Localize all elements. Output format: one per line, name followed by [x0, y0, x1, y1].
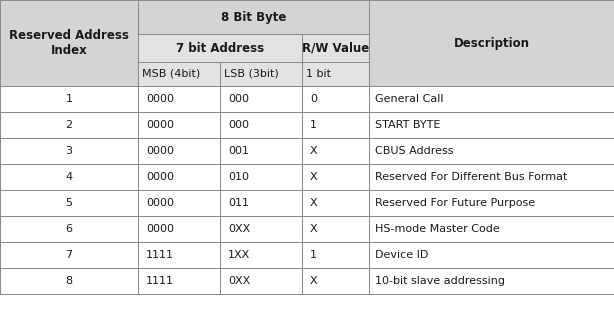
Text: X: X: [310, 172, 317, 182]
Bar: [0, 86, 138, 112]
Bar: [138, 268, 220, 294]
Text: 0000: 0000: [146, 146, 174, 156]
Text: 7 bit Address: 7 bit Address: [176, 41, 264, 55]
Bar: [369, 164, 614, 190]
Text: 0XX: 0XX: [228, 224, 251, 234]
Bar: [138, 216, 220, 242]
Text: 3: 3: [66, 146, 72, 156]
Bar: [369, 112, 614, 138]
Text: 0000: 0000: [146, 224, 174, 234]
Text: START BYTE: START BYTE: [375, 120, 440, 130]
Bar: [138, 190, 220, 216]
Bar: [138, 112, 220, 138]
Bar: [220, 268, 302, 294]
Bar: [220, 164, 302, 190]
Bar: [369, 190, 614, 216]
Bar: [369, 268, 614, 294]
Text: Description: Description: [454, 37, 529, 49]
Text: Device ID: Device ID: [375, 250, 429, 260]
Bar: [302, 112, 369, 138]
Bar: [302, 62, 369, 86]
Text: 2: 2: [66, 120, 72, 130]
Bar: [302, 164, 369, 190]
Text: 4: 4: [66, 172, 72, 182]
Text: X: X: [310, 276, 317, 286]
Bar: [302, 138, 369, 164]
Text: 001: 001: [228, 146, 249, 156]
Text: 011: 011: [228, 198, 249, 208]
Text: 0000: 0000: [146, 198, 174, 208]
Bar: [302, 242, 369, 268]
Text: 0XX: 0XX: [228, 276, 251, 286]
Text: CBUS Address: CBUS Address: [375, 146, 454, 156]
Bar: [0, 112, 138, 138]
Bar: [302, 268, 369, 294]
Text: 8: 8: [66, 276, 72, 286]
Text: General Call: General Call: [375, 94, 443, 104]
Bar: [0, 138, 138, 164]
Bar: [138, 34, 302, 62]
Bar: [302, 190, 369, 216]
Text: 1XX: 1XX: [228, 250, 251, 260]
Text: 1111: 1111: [146, 276, 174, 286]
Text: 7: 7: [66, 250, 72, 260]
Text: LSB (3bit): LSB (3bit): [224, 69, 279, 79]
Text: 000: 000: [228, 120, 249, 130]
Text: 0000: 0000: [146, 120, 174, 130]
Text: X: X: [310, 146, 317, 156]
Bar: [0, 0, 138, 86]
Bar: [0, 242, 138, 268]
Bar: [220, 138, 302, 164]
Bar: [369, 138, 614, 164]
Bar: [0, 164, 138, 190]
Text: 10-bit slave addressing: 10-bit slave addressing: [375, 276, 505, 286]
Text: X: X: [310, 198, 317, 208]
Text: MSB (4bit): MSB (4bit): [142, 69, 200, 79]
Text: 1: 1: [310, 250, 317, 260]
Bar: [0, 216, 138, 242]
Bar: [369, 86, 614, 112]
Text: 8 Bit Byte: 8 Bit Byte: [221, 11, 286, 23]
Text: HS-mode Master Code: HS-mode Master Code: [375, 224, 500, 234]
Text: X: X: [310, 224, 317, 234]
Bar: [220, 62, 302, 86]
Text: 1: 1: [310, 120, 317, 130]
Text: 0000: 0000: [146, 94, 174, 104]
Bar: [138, 242, 220, 268]
Text: 5: 5: [66, 198, 72, 208]
Bar: [302, 34, 369, 62]
Bar: [220, 216, 302, 242]
Text: 1111: 1111: [146, 250, 174, 260]
Text: 1 bit: 1 bit: [306, 69, 331, 79]
Bar: [220, 86, 302, 112]
Bar: [220, 190, 302, 216]
Text: R/W Value: R/W Value: [302, 41, 369, 55]
Bar: [138, 138, 220, 164]
Text: 1: 1: [66, 94, 72, 104]
Bar: [0, 190, 138, 216]
Bar: [369, 0, 614, 86]
Text: Reserved Address
Index: Reserved Address Index: [9, 29, 129, 57]
Text: 0000: 0000: [146, 172, 174, 182]
Bar: [138, 164, 220, 190]
Text: 000: 000: [228, 94, 249, 104]
Bar: [302, 216, 369, 242]
Bar: [369, 242, 614, 268]
Bar: [138, 0, 369, 34]
Bar: [138, 62, 220, 86]
Bar: [369, 216, 614, 242]
Bar: [220, 242, 302, 268]
Bar: [138, 86, 220, 112]
Bar: [0, 268, 138, 294]
Text: 0: 0: [310, 94, 317, 104]
Text: 6: 6: [66, 224, 72, 234]
Bar: [302, 86, 369, 112]
Text: Reserved For Different Bus Format: Reserved For Different Bus Format: [375, 172, 567, 182]
Bar: [220, 112, 302, 138]
Text: Reserved For Future Purpose: Reserved For Future Purpose: [375, 198, 535, 208]
Text: 010: 010: [228, 172, 249, 182]
